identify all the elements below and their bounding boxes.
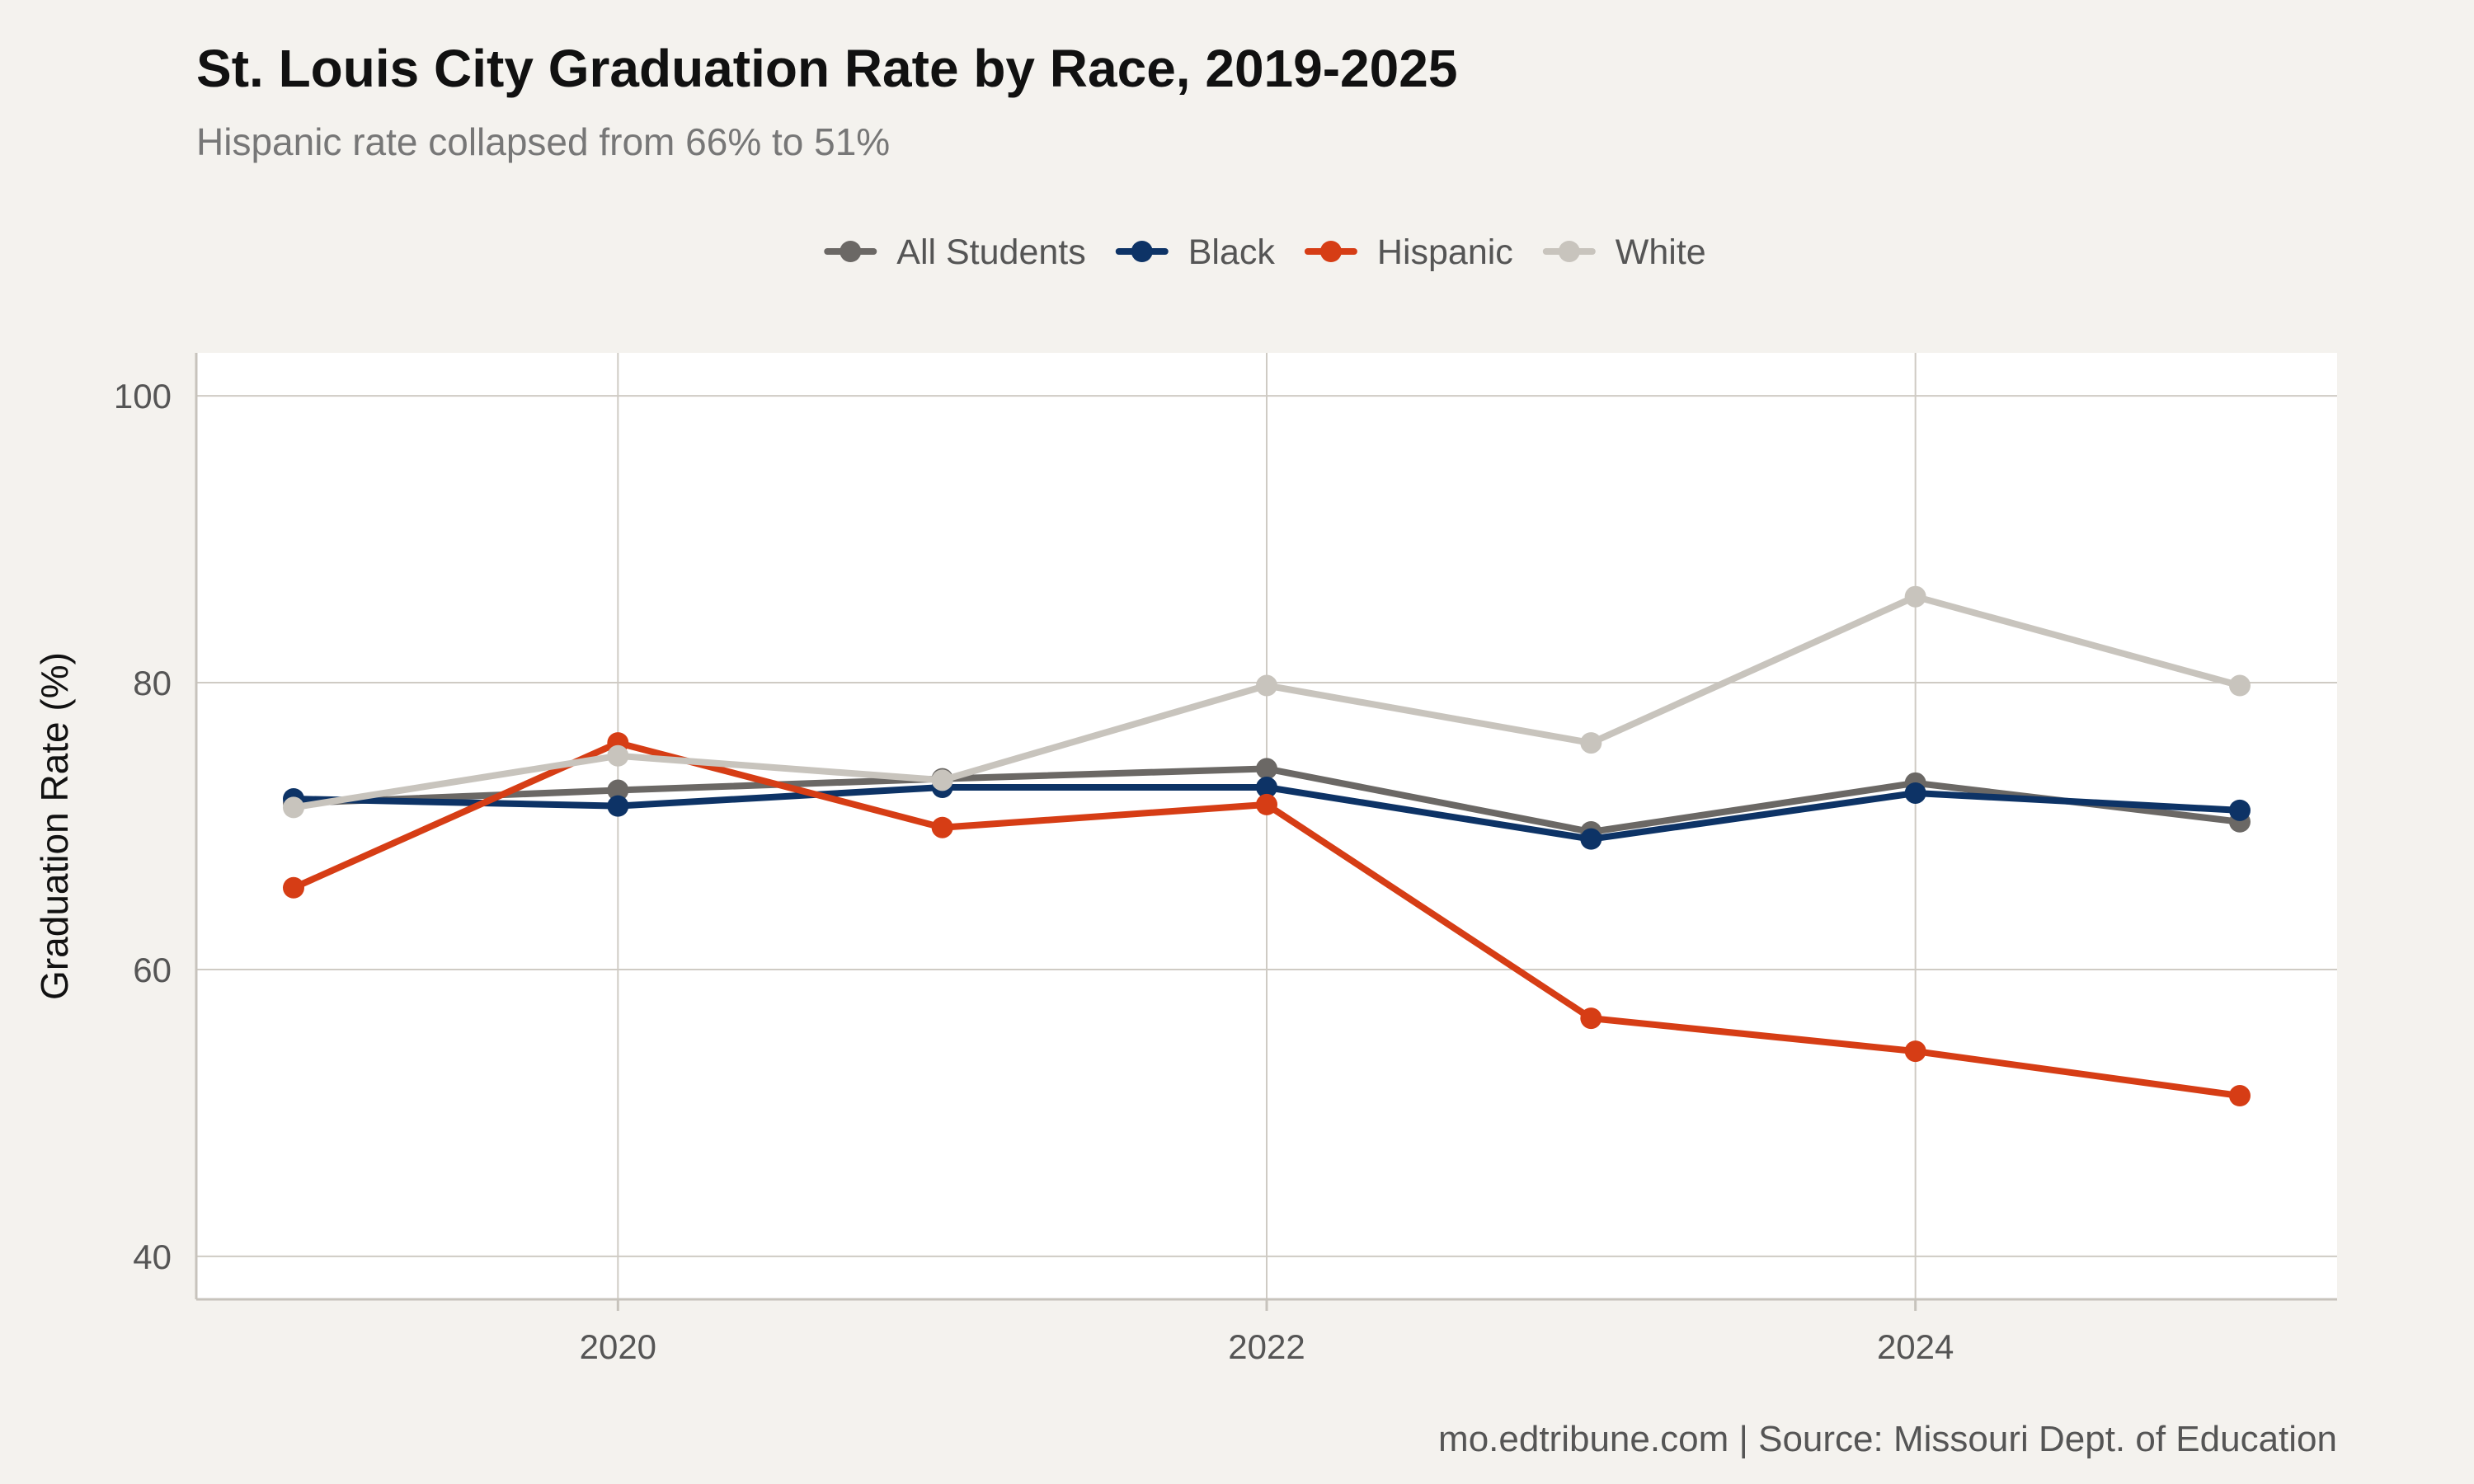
legend-swatch-point-white bbox=[1558, 241, 1580, 262]
point-all-students-2020 bbox=[607, 779, 629, 801]
x-tick-label-2022: 2022 bbox=[1228, 1327, 1305, 1366]
point-hispanic-2023 bbox=[1580, 1007, 1602, 1030]
point-black-2023 bbox=[1580, 828, 1602, 850]
point-white-2025 bbox=[2229, 674, 2251, 697]
legend-item-all-students: All Students bbox=[824, 232, 1086, 272]
point-black-2024 bbox=[1904, 782, 1926, 804]
x-tick-label-2024: 2024 bbox=[1877, 1327, 1954, 1366]
legend-label-hispanic: Hispanic bbox=[1377, 232, 1513, 272]
legend-swatch-point-black bbox=[1131, 241, 1153, 262]
point-hispanic-2021 bbox=[931, 816, 953, 838]
legend-item-hispanic: Hispanic bbox=[1304, 232, 1513, 272]
tick-labels: 40 60 80 100 2020 2022 2024 bbox=[114, 377, 1954, 1366]
legend-item-white: White bbox=[1542, 232, 1706, 272]
series-layer bbox=[283, 585, 2251, 1107]
legend-label-all-students: All Students bbox=[896, 232, 1085, 272]
x-tick-label-2020: 2020 bbox=[580, 1327, 656, 1366]
legend-item-black: Black bbox=[1115, 232, 1276, 272]
chart-title: St. Louis City Graduation Rate by Race, … bbox=[196, 39, 1457, 98]
point-white-2023 bbox=[1580, 732, 1602, 754]
point-white-2019 bbox=[283, 796, 304, 819]
chart-subtitle: Hispanic rate collapsed from 66% to 51% bbox=[196, 120, 890, 163]
point-hispanic-2024 bbox=[1904, 1040, 1926, 1063]
point-white-2021 bbox=[931, 769, 953, 791]
y-tick-label-40: 40 bbox=[133, 1237, 172, 1276]
series-white bbox=[283, 585, 2251, 819]
series-black bbox=[283, 777, 2251, 850]
y-tick-label-60: 60 bbox=[133, 951, 172, 989]
legend-swatch-point-hispanic bbox=[1319, 241, 1342, 262]
y-axis-title: Graduation Rate (%) bbox=[33, 652, 76, 1000]
point-white-2022 bbox=[1256, 674, 1277, 697]
point-white-2020 bbox=[607, 744, 629, 767]
point-black-2022 bbox=[1256, 777, 1277, 799]
point-hispanic-2019 bbox=[283, 876, 304, 899]
legend-label-white: White bbox=[1616, 232, 1706, 272]
point-hispanic-2025 bbox=[2229, 1085, 2251, 1107]
point-black-2025 bbox=[2229, 799, 2251, 821]
legend: All Students Black Hispanic White bbox=[824, 232, 1706, 272]
point-hispanic-2022 bbox=[1256, 793, 1277, 815]
point-white-2024 bbox=[1904, 585, 1926, 608]
point-all-students-2022 bbox=[1256, 758, 1277, 780]
y-tick-label-80: 80 bbox=[133, 664, 172, 702]
series-hispanic bbox=[283, 732, 2251, 1107]
y-tick-label-100: 100 bbox=[114, 377, 172, 416]
legend-label-black: Black bbox=[1188, 232, 1276, 272]
point-black-2020 bbox=[607, 795, 629, 817]
legend-swatch-point-all-students bbox=[840, 241, 862, 262]
chart-caption: mo.edtribune.com | Source: Missouri Dept… bbox=[1438, 1419, 2337, 1459]
